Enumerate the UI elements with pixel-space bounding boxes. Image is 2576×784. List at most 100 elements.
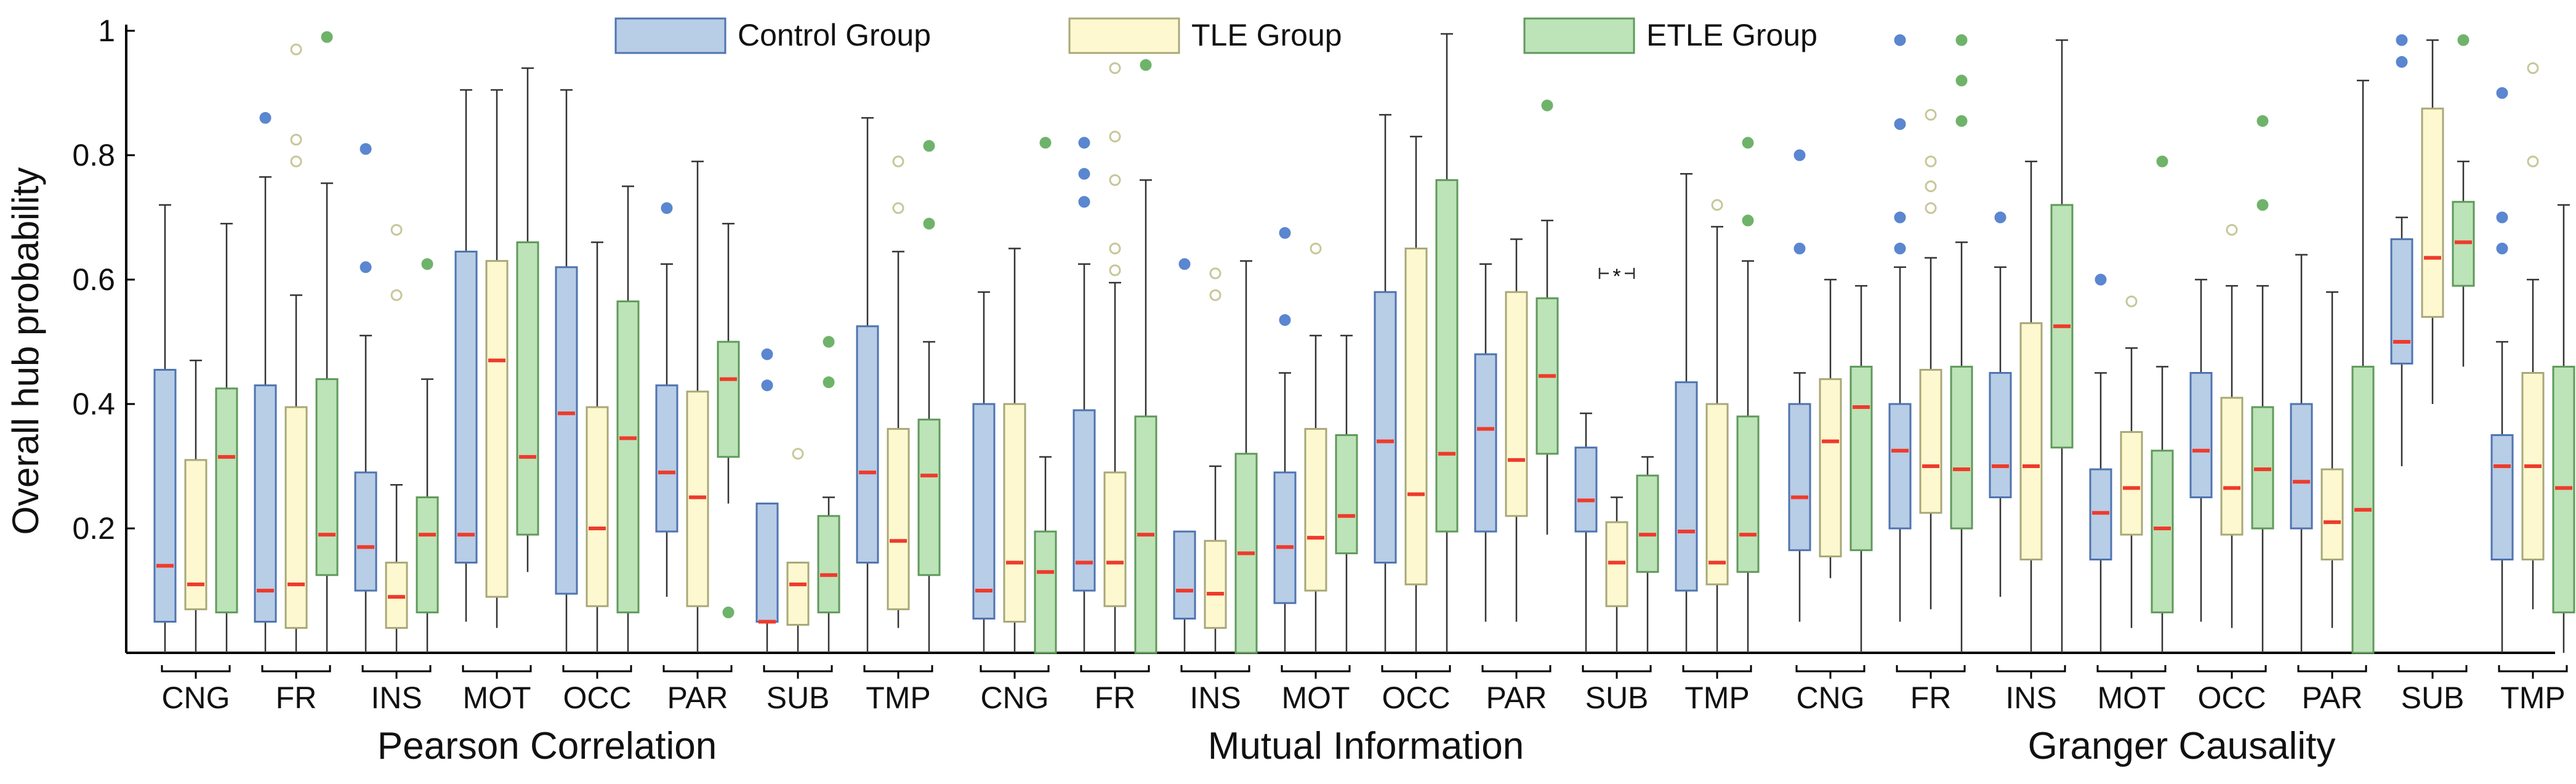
outlier-point bbox=[2125, 295, 2138, 307]
iqr-box bbox=[2189, 372, 2213, 498]
outlier-point bbox=[923, 217, 935, 230]
outlier-point bbox=[290, 43, 302, 55]
box-mot-control-group bbox=[1273, 227, 1297, 653]
box-cng-etle-group bbox=[1849, 285, 1873, 653]
outlier-point bbox=[360, 261, 372, 273]
outlier-point bbox=[722, 606, 735, 618]
outlier-point bbox=[892, 202, 904, 214]
y-axis: Overall hub probability 0.2 0.4 0.6 0.8 1 bbox=[5, 14, 2555, 654]
box-tmp-control-group bbox=[2490, 87, 2514, 653]
iqr-box bbox=[1404, 248, 1428, 586]
outlier-point bbox=[1209, 289, 1222, 301]
outlier-point bbox=[1955, 115, 1968, 127]
box-occ-control-group bbox=[2189, 278, 2213, 622]
x-tick-label: INS bbox=[1189, 681, 1241, 715]
iqr-box bbox=[153, 368, 177, 623]
box-cng-tle-group bbox=[184, 360, 207, 653]
box-tmp-etle-group bbox=[2552, 204, 2575, 653]
box-par-etle-group bbox=[717, 222, 740, 618]
region-bracket bbox=[161, 665, 231, 673]
outlier-point bbox=[1793, 243, 1806, 254]
legend-swatch bbox=[614, 17, 727, 54]
region-bracket bbox=[462, 665, 532, 673]
outlier-point bbox=[360, 143, 372, 155]
box-mot-tle-group bbox=[485, 89, 509, 628]
x-tick-label: SUB bbox=[1585, 681, 1649, 715]
outlier-point bbox=[923, 140, 935, 152]
iqr-box bbox=[655, 384, 678, 533]
iqr-box bbox=[555, 266, 578, 595]
x-tick-label: MOT bbox=[2097, 681, 2165, 715]
iqr-box bbox=[1675, 381, 1698, 592]
outlier-point bbox=[1925, 155, 1937, 168]
outlier-point bbox=[1279, 314, 1291, 326]
box-fr-etle-group bbox=[1950, 34, 1973, 653]
outlier-point bbox=[1078, 137, 1090, 149]
box-mot-control-group bbox=[2089, 273, 2112, 653]
outlier-point bbox=[2095, 273, 2107, 286]
box-fr-tle-group bbox=[1103, 62, 1127, 653]
region-bracket bbox=[1281, 665, 1351, 673]
outlier-point bbox=[1140, 59, 1152, 71]
legend-label: Control Group bbox=[738, 18, 931, 52]
iqr-box bbox=[1788, 403, 1811, 551]
box-tmp-tle-group bbox=[2521, 62, 2545, 610]
box-sub-tle-group bbox=[2421, 39, 2444, 404]
x-tick-label: FR bbox=[276, 681, 317, 715]
box-fr-tle-group bbox=[1919, 108, 1942, 610]
iqr-box bbox=[755, 503, 779, 623]
legend-label: TLE Group bbox=[1191, 18, 1342, 52]
box-ins-etle-group bbox=[1234, 260, 1258, 654]
x-tick-label: OCC bbox=[1382, 681, 1450, 715]
box-ins-control-group bbox=[1173, 258, 1196, 653]
box-tmp-control-group bbox=[856, 117, 879, 653]
box-cng-tle-group bbox=[1003, 248, 1026, 653]
outlier-point bbox=[792, 448, 804, 460]
iqr-box bbox=[917, 418, 941, 576]
box-cng-control-group bbox=[972, 291, 996, 653]
region-bracket bbox=[2197, 665, 2267, 673]
iqr-box bbox=[1173, 530, 1196, 620]
x-tick-label: MOT bbox=[462, 681, 531, 715]
box-cng-tle-group bbox=[1819, 278, 1842, 578]
panels: CNG FR INS MOT OCC PAR SUB TMP Pearson Correlati… bbox=[153, 31, 2575, 767]
outlier-point bbox=[2256, 199, 2269, 211]
box-fr-tle-group bbox=[284, 43, 308, 653]
outlier-point bbox=[1742, 214, 1754, 227]
x-tick-label: TMP bbox=[866, 681, 931, 715]
box-ins-tle-group bbox=[2019, 160, 2043, 653]
box-ins-tle-group bbox=[1204, 267, 1227, 653]
outlier-point bbox=[1925, 108, 1937, 121]
outlier-point bbox=[290, 155, 302, 168]
outlier-point bbox=[1109, 243, 1121, 254]
box-ins-etle-group bbox=[416, 258, 439, 653]
box-sub-control-group bbox=[2390, 34, 2413, 466]
box-sub-etle-group bbox=[817, 336, 840, 653]
outlier-point bbox=[1109, 264, 1121, 277]
outlier-point bbox=[892, 155, 904, 168]
region-bracket bbox=[1481, 665, 1552, 673]
outlier-point bbox=[1109, 131, 1121, 143]
box-ins-tle-group bbox=[385, 224, 408, 653]
iqr-box bbox=[1435, 179, 1459, 533]
iqr-box bbox=[1204, 540, 1227, 629]
outlier-point bbox=[2496, 243, 2508, 254]
box-par-tle-group bbox=[686, 160, 709, 653]
box-sub-tle-group bbox=[786, 448, 810, 653]
outlier-point bbox=[1209, 267, 1222, 280]
iqr-box bbox=[516, 241, 539, 536]
box-par-control-group bbox=[2290, 254, 2313, 653]
outlier-point bbox=[1894, 243, 1906, 254]
region-bracket bbox=[2096, 665, 2167, 673]
outlier-point bbox=[2496, 87, 2508, 99]
region-bracket bbox=[1996, 665, 2066, 673]
iqr-box bbox=[1003, 403, 1026, 623]
outlier-point bbox=[761, 348, 773, 360]
outlier-point bbox=[1541, 99, 1553, 111]
x-tick-label: TMP bbox=[2500, 681, 2566, 715]
outlier-point bbox=[1109, 174, 1121, 186]
iqr-box bbox=[1950, 365, 1973, 530]
iqr-box bbox=[1474, 353, 1497, 533]
iqr-box bbox=[1574, 447, 1598, 533]
x-tick-label: MOT bbox=[1281, 681, 1350, 715]
